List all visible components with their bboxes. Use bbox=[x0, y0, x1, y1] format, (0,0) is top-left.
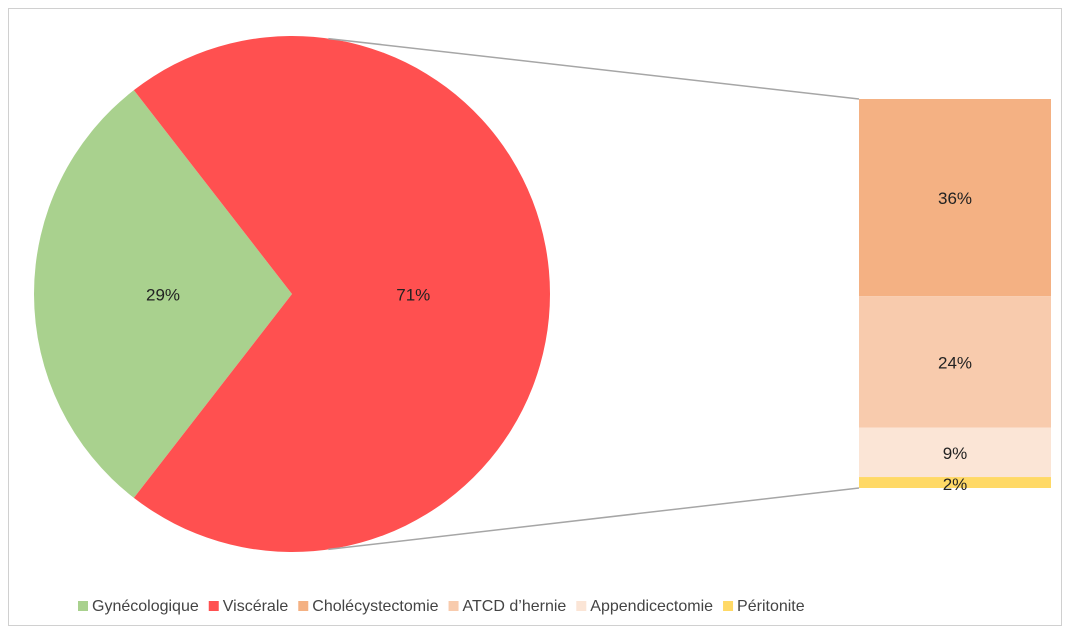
legend-label: Gynécologique bbox=[92, 598, 199, 615]
legend-swatch bbox=[576, 601, 587, 611]
bar-segment bbox=[859, 99, 1051, 297]
legend-label: Péritonite bbox=[737, 598, 805, 615]
slice-label: 71% bbox=[396, 285, 430, 304]
bar-segment bbox=[859, 427, 1051, 478]
bar-segment bbox=[859, 296, 1051, 428]
segment-label: 24% bbox=[938, 353, 972, 372]
segment-label: 9% bbox=[943, 444, 968, 463]
legend-swatch bbox=[723, 601, 734, 611]
legend-label: Cholécystectomie bbox=[312, 598, 438, 615]
pie-slice bbox=[34, 90, 292, 498]
bar-segment bbox=[859, 477, 1051, 488]
legend-swatch bbox=[208, 601, 219, 611]
connector-line bbox=[328, 37, 860, 100]
connector-line bbox=[328, 487, 860, 551]
legend-label: Appendicectomie bbox=[590, 598, 713, 615]
pie-slice bbox=[133, 35, 550, 552]
legend-swatch bbox=[298, 601, 309, 611]
segment-label: 36% bbox=[938, 189, 972, 208]
legend-swatch bbox=[448, 601, 459, 611]
legend-label: Viscérale bbox=[223, 598, 289, 615]
legend-label: ATCD d’hernie bbox=[463, 598, 567, 615]
slice-label: 29% bbox=[146, 285, 180, 304]
segment-label: 2% bbox=[943, 475, 968, 494]
legend-swatch bbox=[78, 601, 88, 611]
